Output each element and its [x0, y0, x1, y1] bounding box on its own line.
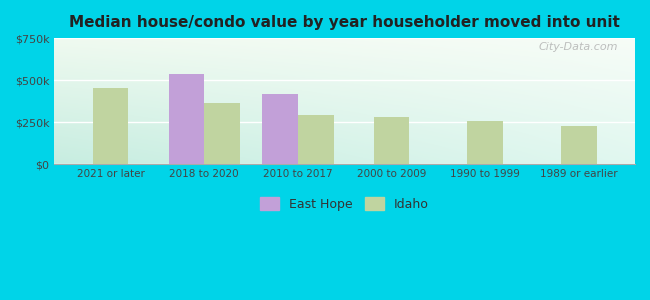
Bar: [298, 116, 333, 164]
Bar: [93, 88, 129, 164]
Bar: [263, 94, 298, 164]
Bar: [467, 121, 503, 164]
Legend: East Hope, Idaho: East Hope, Idaho: [261, 197, 429, 211]
Bar: [561, 126, 597, 164]
Text: City-Data.com: City-Data.com: [538, 42, 617, 52]
Bar: [169, 74, 204, 164]
Title: Median house/condo value by year householder moved into unit: Median house/condo value by year househo…: [70, 15, 620, 30]
Bar: [204, 103, 240, 164]
Bar: [374, 117, 410, 164]
